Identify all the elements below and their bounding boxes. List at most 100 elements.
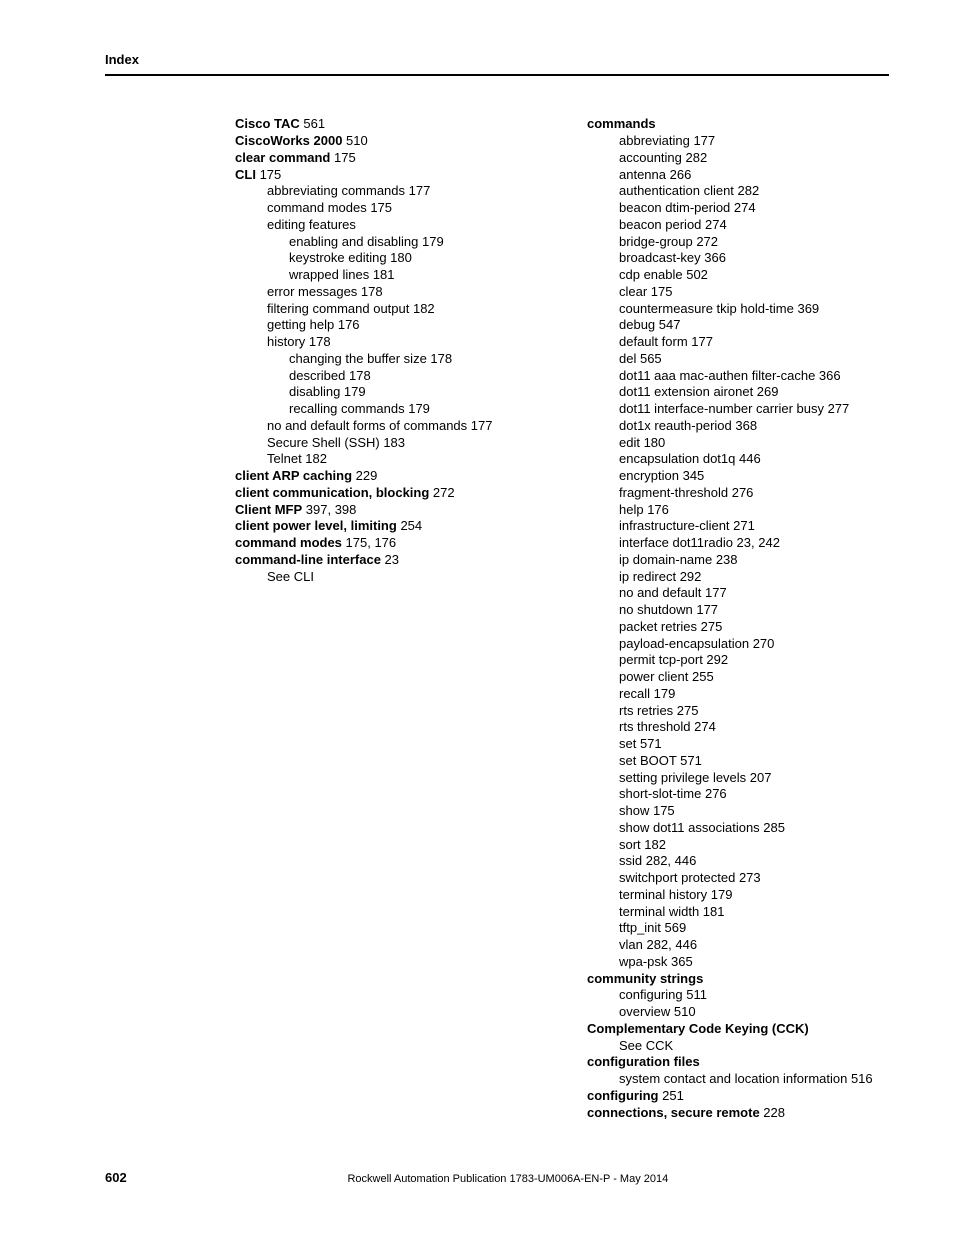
- index-entry: encapsulation dot1q 446: [587, 451, 889, 467]
- index-pages: 254: [397, 518, 422, 533]
- index-entry: system contact and location information …: [587, 1071, 889, 1087]
- index-entry: Cisco TAC 561: [235, 116, 537, 132]
- index-entry: show dot11 associations 285: [587, 820, 889, 836]
- index-entry: disabling 179: [235, 384, 537, 400]
- index-entry: recalling commands 179: [235, 401, 537, 417]
- index-term: configuring: [587, 1088, 659, 1103]
- index-pages: 229: [352, 468, 377, 483]
- index-entry: command modes 175, 176: [235, 535, 537, 551]
- page: Index Cisco TAC 561CiscoWorks 2000 510cl…: [0, 0, 954, 1235]
- index-entry: authentication client 282: [587, 183, 889, 199]
- index-entry: dot11 interface-number carrier busy 277: [587, 401, 889, 417]
- index-entry: clear 175: [587, 284, 889, 300]
- index-pages: 510: [342, 133, 367, 148]
- index-entry: changing the buffer size 178: [235, 351, 537, 367]
- index-entry: no shutdown 177: [587, 602, 889, 618]
- index-entry: recall 179: [587, 686, 889, 702]
- index-entry: no and default forms of commands 177: [235, 418, 537, 434]
- index-term: command modes: [235, 535, 342, 550]
- index-column-left: Cisco TAC 561CiscoWorks 2000 510clear co…: [105, 116, 537, 1121]
- index-entry: dot11 extension aironet 269: [587, 384, 889, 400]
- index-entry: getting help 176: [235, 317, 537, 333]
- index-entry: Telnet 182: [235, 451, 537, 467]
- footer: 602 Rockwell Automation Publication 1783…: [105, 1170, 889, 1187]
- index-term: command-line interface: [235, 552, 381, 567]
- index-entry: command-line interface 23: [235, 552, 537, 568]
- index-term: configuration files: [587, 1054, 700, 1069]
- index-entry: wpa-psk 365: [587, 954, 889, 970]
- index-entry: broadcast-key 366: [587, 250, 889, 266]
- index-entry: abbreviating 177: [587, 133, 889, 149]
- index-entry: ip domain-name 238: [587, 552, 889, 568]
- index-entry: set BOOT 571: [587, 753, 889, 769]
- index-entry: vlan 282, 446: [587, 937, 889, 953]
- index-entry: CLI 175: [235, 167, 537, 183]
- index-entry: See CLI: [235, 569, 537, 585]
- index-entry: encryption 345: [587, 468, 889, 484]
- index-entry: default form 177: [587, 334, 889, 350]
- index-entry: client communication, blocking 272: [235, 485, 537, 501]
- index-entry: client power level, limiting 254: [235, 518, 537, 534]
- index-pages: 228: [760, 1105, 785, 1120]
- index-entry: ssid 282, 446: [587, 853, 889, 869]
- index-term: client ARP caching: [235, 468, 352, 483]
- index-entry: client ARP caching 229: [235, 468, 537, 484]
- index-entry: payload-encapsulation 270: [587, 636, 889, 652]
- index-entry: short-slot-time 276: [587, 786, 889, 802]
- index-entry: terminal history 179: [587, 887, 889, 903]
- index-term: commands: [587, 116, 656, 131]
- index-entry: accounting 282: [587, 150, 889, 166]
- index-entry: configuring 511: [587, 987, 889, 1003]
- index-entry: clear command 175: [235, 150, 537, 166]
- index-entry: permit tcp-port 292: [587, 652, 889, 668]
- publication-line: Rockwell Automation Publication 1783-UM0…: [127, 1173, 889, 1187]
- index-pages: 397, 398: [302, 502, 356, 517]
- index-entry: rts retries 275: [587, 703, 889, 719]
- index-pages: 561: [300, 116, 325, 131]
- index-entry: filtering command output 182: [235, 301, 537, 317]
- index-entry: sort 182: [587, 837, 889, 853]
- index-entry: overview 510: [587, 1004, 889, 1020]
- index-entry: configuring 251: [587, 1088, 889, 1104]
- index-entry: set 571: [587, 736, 889, 752]
- index-entry: abbreviating commands 177: [235, 183, 537, 199]
- index-entry: switchport protected 273: [587, 870, 889, 886]
- index-term: CiscoWorks 2000: [235, 133, 342, 148]
- index-pages: 175, 176: [342, 535, 396, 550]
- index-pages: 272: [429, 485, 454, 500]
- index-entry: ip redirect 292: [587, 569, 889, 585]
- index-entry: antenna 266: [587, 167, 889, 183]
- index-entry: error messages 178: [235, 284, 537, 300]
- index-pages: 175: [330, 150, 355, 165]
- index-term: Client MFP: [235, 502, 302, 517]
- page-number: 602: [105, 1170, 127, 1186]
- index-entry: terminal width 181: [587, 904, 889, 920]
- index-entry: setting privilege levels 207: [587, 770, 889, 786]
- index-entry: bridge-group 272: [587, 234, 889, 250]
- index-term: client power level, limiting: [235, 518, 397, 533]
- index-entry: infrastructure-client 271: [587, 518, 889, 534]
- index-entry: debug 547: [587, 317, 889, 333]
- index-entry: wrapped lines 181: [235, 267, 537, 283]
- index-entry: keystroke editing 180: [235, 250, 537, 266]
- index-entry: rts threshold 274: [587, 719, 889, 735]
- index-term: Cisco TAC: [235, 116, 300, 131]
- index-term: connections, secure remote: [587, 1105, 760, 1120]
- index-entry: configuration files: [587, 1054, 889, 1070]
- index-term: CLI: [235, 167, 256, 182]
- index-entry: tftp_init 569: [587, 920, 889, 936]
- header-rule: [105, 74, 889, 76]
- index-entry: editing features: [235, 217, 537, 233]
- index-entry: Complementary Code Keying (CCK): [587, 1021, 889, 1037]
- index-term: clear command: [235, 150, 330, 165]
- index-pages: 175: [256, 167, 281, 182]
- index-columns: Cisco TAC 561CiscoWorks 2000 510clear co…: [105, 116, 889, 1121]
- index-entry: power client 255: [587, 669, 889, 685]
- index-entry: interface dot11radio 23, 242: [587, 535, 889, 551]
- index-entry: no and default 177: [587, 585, 889, 601]
- index-pages: 251: [659, 1088, 684, 1103]
- index-entry: command modes 175: [235, 200, 537, 216]
- index-entry: fragment-threshold 276: [587, 485, 889, 501]
- header-index-label: Index: [105, 52, 889, 68]
- index-entry: show 175: [587, 803, 889, 819]
